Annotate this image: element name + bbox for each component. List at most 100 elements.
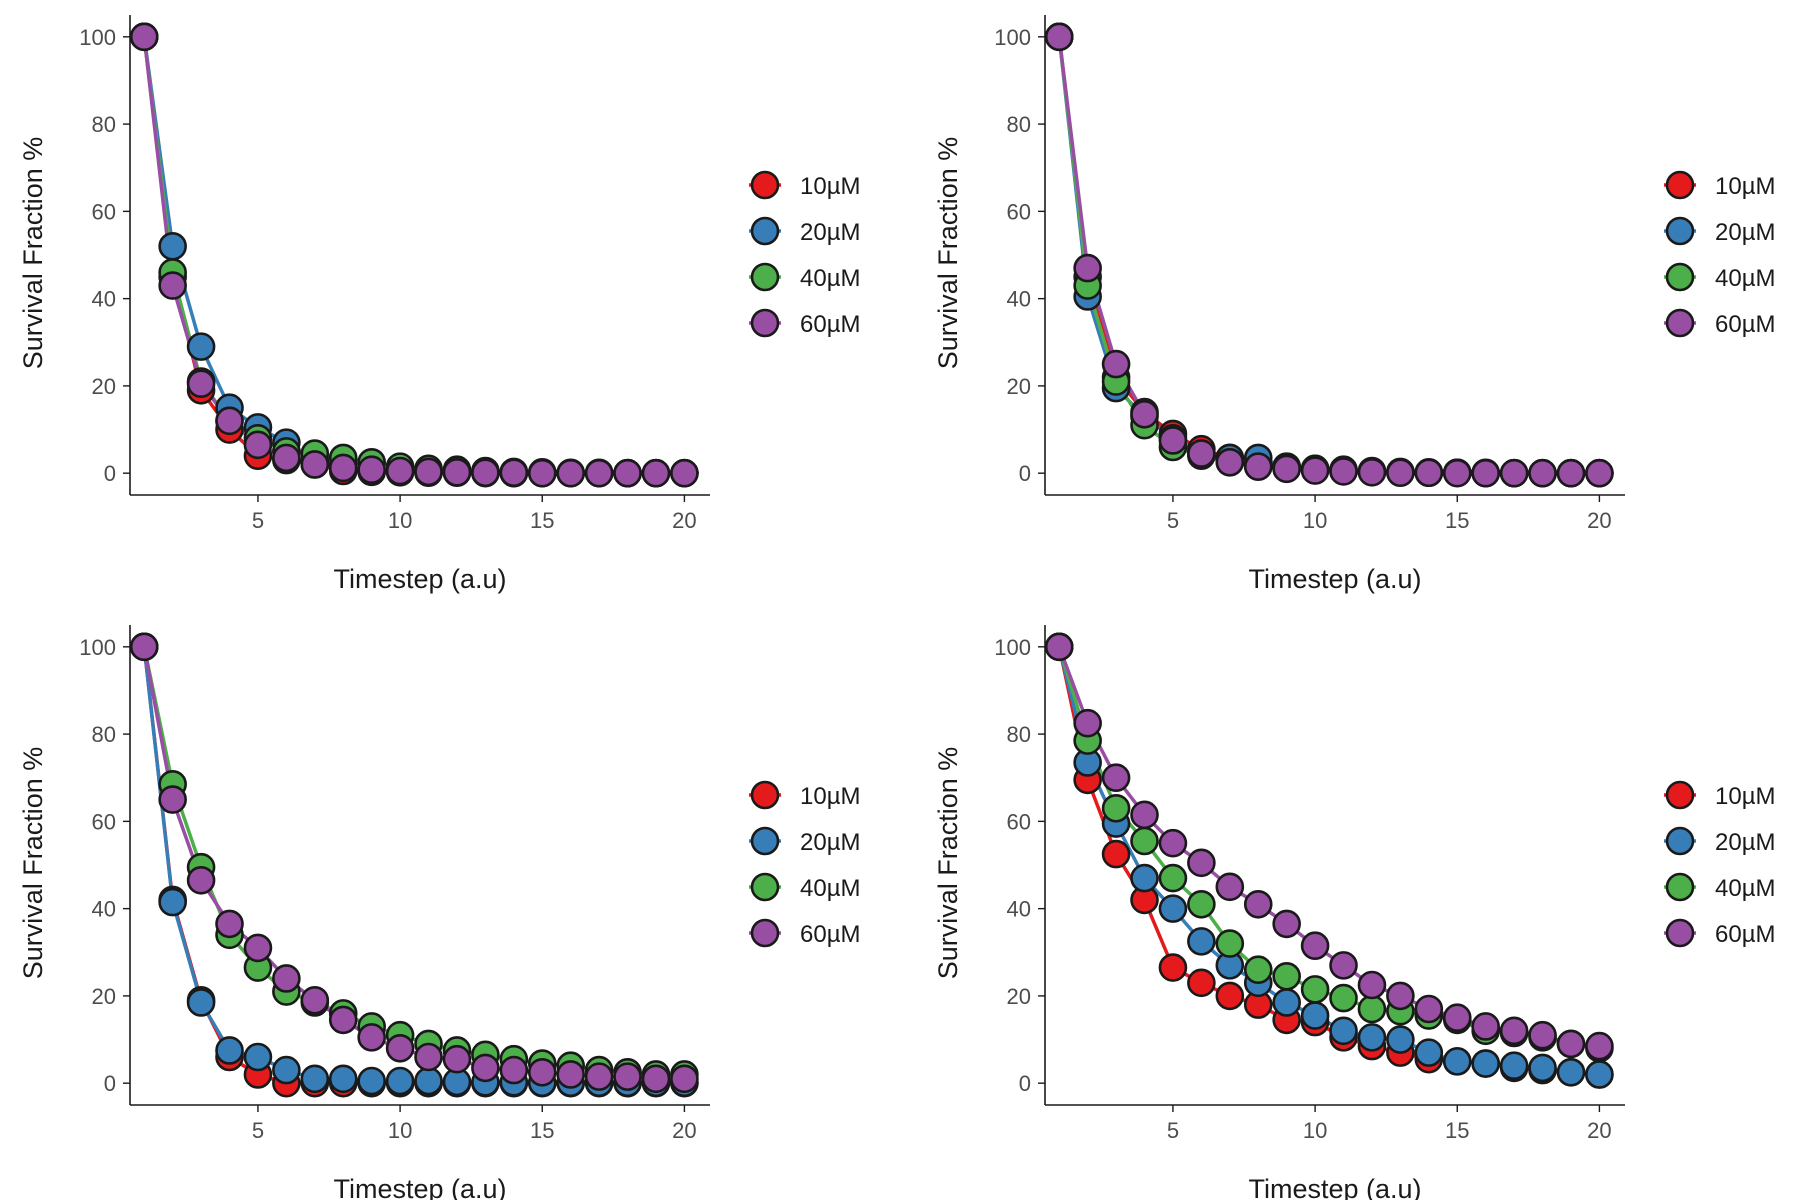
y-tick-label: 60 [92, 809, 116, 834]
data-point [1386, 1025, 1415, 1054]
data-point [215, 909, 244, 939]
legend-key-marker [750, 918, 780, 948]
data-point [1215, 981, 1245, 1011]
data-point [1585, 458, 1614, 488]
x-axis-title: Timestep (a.u) [1248, 564, 1421, 594]
data-point [243, 430, 273, 460]
legend-key-marker [1665, 262, 1695, 292]
data-point [385, 1033, 415, 1063]
data-point [1130, 399, 1159, 429]
data-point [186, 865, 216, 895]
y-axis-title: Survival Fraction % [18, 137, 48, 370]
data-point [1414, 458, 1444, 488]
data-point [613, 458, 642, 488]
data-point [1414, 994, 1444, 1024]
legend-label: 20µM [1715, 219, 1776, 246]
data-point [1300, 1001, 1330, 1030]
data-point [1442, 1003, 1472, 1033]
legend-key-marker [1665, 780, 1695, 810]
legend-key-marker [1665, 826, 1695, 856]
x-tick-label: 15 [530, 1118, 554, 1143]
series-line [142, 646, 685, 1077]
data-point [414, 457, 443, 487]
legend-label: 40µM [1715, 265, 1776, 292]
data-point [1044, 22, 1074, 52]
y-tick-label: 80 [92, 722, 116, 747]
data-point [1073, 253, 1102, 283]
data-point [158, 887, 187, 917]
data-point [272, 964, 301, 993]
data-point [1556, 458, 1586, 488]
data-point [1044, 632, 1074, 662]
legend-label: 20µM [800, 829, 861, 856]
y-tick-label: 20 [1007, 374, 1031, 399]
data-point [1272, 454, 1301, 484]
data-point [1272, 909, 1301, 939]
legend-label: 60µM [1715, 311, 1776, 338]
data-point [215, 406, 244, 436]
data-point [186, 369, 216, 399]
data-point [1499, 1016, 1529, 1046]
data-point [527, 1057, 557, 1087]
data-point [158, 785, 187, 814]
data-point [442, 1044, 472, 1074]
legend-key-marker [1665, 918, 1695, 948]
x-tick-label: 5 [1167, 1118, 1179, 1143]
data-point [300, 450, 330, 479]
data-point [1499, 458, 1529, 488]
data-point [1357, 458, 1387, 487]
data-point [471, 458, 500, 488]
y-tick-label: 40 [1007, 897, 1031, 922]
x-tick-label: 5 [252, 1118, 264, 1143]
data-point [1073, 708, 1102, 738]
data-point [471, 1053, 500, 1083]
legend-key-marker [1665, 308, 1695, 338]
data-point [129, 632, 159, 662]
y-tick-label: 0 [1019, 461, 1031, 486]
data-point [499, 1055, 529, 1085]
data-point [243, 1042, 273, 1072]
y-tick-label: 80 [1007, 722, 1031, 747]
data-point [1556, 1057, 1586, 1087]
data-point [1243, 452, 1273, 481]
data-point [670, 1064, 699, 1094]
data-point [186, 332, 216, 361]
data-point [300, 985, 330, 1015]
legend-key-marker [750, 308, 780, 338]
y-axis-title: Survival Fraction % [933, 747, 963, 980]
data-point [1101, 839, 1131, 869]
data-point [215, 1036, 244, 1065]
x-tick-label: 20 [1587, 508, 1611, 533]
y-tick-label: 40 [92, 287, 116, 312]
chart-panel-top-left: 0 20 40 60 80 100 5 10 15 20 Timestep (a.u) Surviva… [18, 15, 861, 594]
data-point [300, 1064, 330, 1094]
legend-key-marker [1665, 872, 1695, 902]
x-tick-label: 10 [388, 508, 412, 533]
data-point [641, 458, 671, 488]
legend-key-marker [1665, 170, 1695, 200]
y-tick-label: 100 [994, 25, 1031, 50]
data-point [1471, 1012, 1500, 1041]
x-tick-label: 20 [1587, 1118, 1611, 1143]
y-tick-label: 0 [104, 1071, 116, 1096]
x-tick-label: 10 [1303, 508, 1327, 533]
data-point [158, 231, 187, 261]
y-tick-label: 100 [994, 635, 1031, 660]
data-point [1215, 929, 1245, 958]
data-point [158, 271, 187, 300]
data-point [1187, 439, 1216, 468]
legend-label: 20µM [1715, 829, 1776, 856]
data-point [1442, 1047, 1472, 1076]
data-point [272, 1055, 301, 1085]
data-point [1272, 961, 1301, 991]
legend-key-marker [1665, 216, 1695, 246]
legend-key-marker [750, 262, 780, 292]
legend-key-marker [750, 780, 780, 810]
x-tick-label: 20 [672, 1118, 696, 1143]
data-point [1101, 793, 1131, 823]
data-point [1528, 458, 1557, 488]
y-tick-label: 60 [1007, 199, 1031, 224]
data-point [1243, 955, 1273, 985]
y-tick-label: 100 [79, 635, 116, 660]
data-point [1187, 848, 1216, 878]
